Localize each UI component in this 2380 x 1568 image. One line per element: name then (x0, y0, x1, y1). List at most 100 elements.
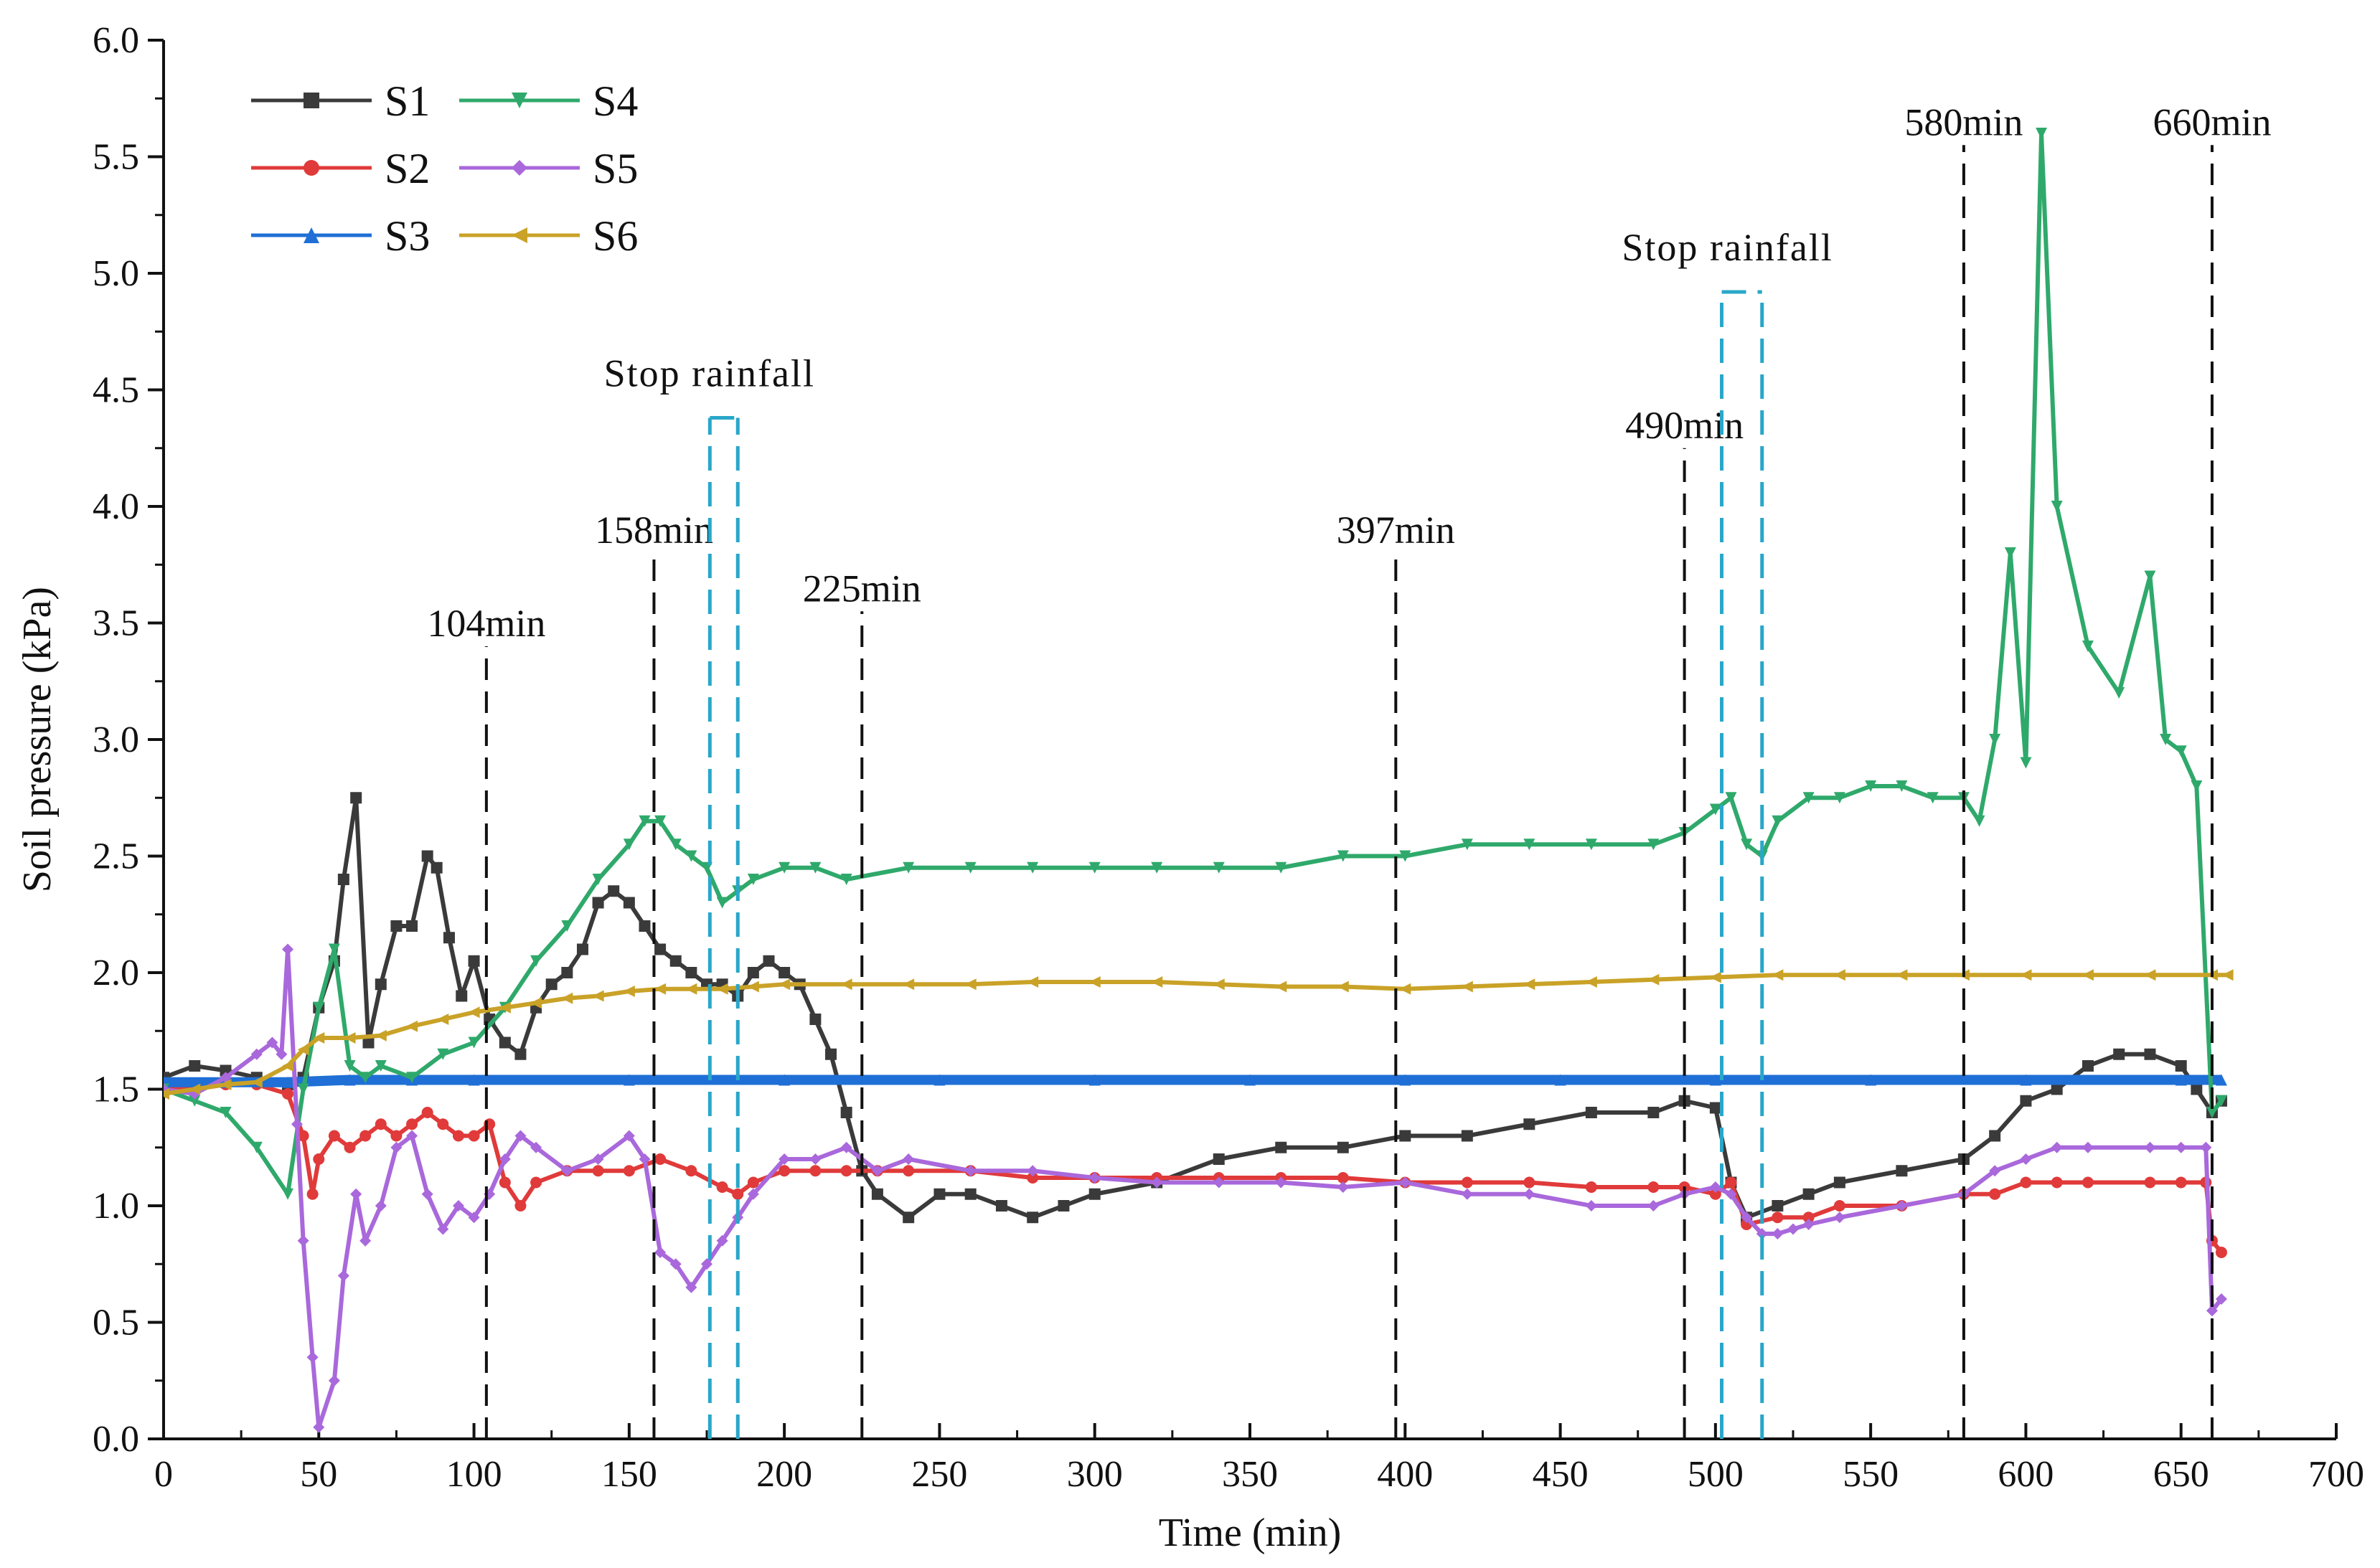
data-point-s1 (545, 978, 558, 991)
data-point-s4 (964, 861, 977, 874)
data-point-s4 (747, 874, 759, 885)
x-tick-label: 450 (1533, 1454, 1589, 1495)
data-point-s1 (1027, 1212, 1039, 1224)
series-line-s4 (164, 131, 2224, 1196)
data-point-s6 (1709, 971, 1721, 983)
data-point-s6 (561, 992, 573, 1004)
data-point-s1 (514, 1048, 527, 1060)
data-point-s4 (685, 850, 697, 862)
data-point-s2 (1802, 1212, 1815, 1224)
data-point-s4 (1461, 839, 1473, 851)
data-point-s1 (2144, 1048, 2156, 1060)
data-point-s3 (1244, 1074, 1256, 1086)
data-point-s6 (375, 1029, 387, 1042)
series-line-s6 (164, 973, 2228, 1096)
data-point-s3 (468, 1074, 480, 1086)
event-marker-label: 660min (2153, 100, 2271, 143)
data-point-s5 (350, 1188, 362, 1200)
y-tick-label: 5.5 (93, 137, 139, 178)
vertical-marker-layer: 104min 158min 225min 397min 490min 580min 660m… (427, 100, 2271, 1439)
data-point-s5 (903, 1153, 915, 1165)
data-point-s4 (530, 955, 542, 967)
data-point-s1 (933, 1188, 946, 1200)
data-point-s4 (903, 861, 915, 874)
data-point-s5 (2175, 1141, 2187, 1153)
data-point-s1 (2082, 1060, 2094, 1072)
data-point-s5 (337, 1270, 349, 1282)
data-point-s4 (1337, 850, 1349, 862)
data-point-s2 (359, 1130, 372, 1142)
data-point-s6 (654, 983, 667, 995)
data-point-s5 (1896, 1200, 1908, 1212)
data-point-s1 (1647, 1107, 1660, 1118)
data-point-s5 (1027, 1165, 1039, 1177)
data-point-s5 (421, 1188, 433, 1200)
data-point-s1 (2191, 1083, 2203, 1095)
data-point-s1 (1058, 1200, 1070, 1212)
data-point-s5 (452, 1200, 464, 1212)
legend-swatch-marker (304, 227, 319, 243)
data-point-s2 (592, 1165, 604, 1177)
data-point-s3 (1554, 1074, 1566, 1086)
x-tick-label: 250 (911, 1454, 967, 1495)
data-point-s3 (1399, 1074, 1411, 1086)
data-point-s1 (639, 920, 651, 932)
data-point-s4 (1896, 780, 1908, 792)
data-point-s4 (561, 920, 573, 932)
legend-entry-s4: S4 (459, 77, 638, 125)
data-point-s1 (1461, 1130, 1473, 1142)
data-point-s3 (282, 1076, 294, 1088)
data-point-s1 (747, 967, 759, 978)
data-point-s1 (779, 967, 791, 978)
data-point-s6 (1088, 976, 1101, 988)
data-point-s1 (1213, 1153, 1225, 1165)
data-point-s1 (2051, 1083, 2063, 1095)
data-point-s1 (350, 792, 362, 804)
data-point-s1 (189, 1060, 201, 1072)
data-point-s2 (282, 1088, 294, 1100)
data-point-s4 (2144, 570, 2156, 582)
data-point-s6 (779, 978, 791, 991)
data-point-s5 (1741, 1212, 1753, 1224)
x-tick-label: 500 (1688, 1454, 1744, 1495)
data-point-s5 (1772, 1228, 1784, 1239)
data-point-s2 (499, 1176, 511, 1189)
data-point-s4 (639, 815, 651, 827)
data-point-s2 (344, 1141, 356, 1153)
data-point-s1 (576, 943, 588, 955)
data-point-s6 (2020, 969, 2032, 981)
series-s6 (164, 969, 2234, 1100)
data-point-s4 (1399, 850, 1411, 862)
x-tick-label: 150 (601, 1454, 657, 1495)
y-tick-label: 1.5 (93, 1069, 139, 1110)
data-point-s4 (1027, 861, 1039, 874)
data-point-s5 (747, 1188, 759, 1200)
data-point-s4 (2004, 547, 2016, 559)
data-point-s1 (995, 1200, 1007, 1212)
data-point-s2 (1772, 1212, 1784, 1224)
data-point-s1 (468, 955, 480, 967)
data-point-s2 (2144, 1176, 2156, 1189)
data-point-s5 (499, 1153, 511, 1165)
data-point-s4 (654, 815, 667, 827)
data-point-s5 (1802, 1219, 1815, 1230)
data-point-s3 (1709, 1074, 1721, 1086)
y-axis-title: Soil pressure (kPa) (15, 587, 60, 892)
data-point-s2 (716, 1181, 728, 1193)
series-line-s1 (164, 795, 2224, 1220)
data-point-s5 (840, 1141, 852, 1153)
data-point-s1 (443, 932, 455, 944)
data-point-s5 (669, 1258, 682, 1270)
y-tick-label: 0.5 (93, 1303, 139, 1343)
data-point-s4 (375, 1060, 387, 1072)
data-point-s1 (1833, 1176, 1845, 1189)
data-point-s4 (809, 861, 822, 874)
data-point-s6 (250, 1076, 263, 1088)
data-point-s4 (1741, 839, 1753, 851)
x-tick-label: 600 (1998, 1454, 2054, 1495)
data-point-s1 (903, 1212, 915, 1224)
data-point-s1 (561, 967, 573, 978)
data-point-s5 (514, 1130, 527, 1142)
y-tick-label: 2.5 (93, 836, 139, 877)
legend-swatch-marker (512, 160, 527, 176)
